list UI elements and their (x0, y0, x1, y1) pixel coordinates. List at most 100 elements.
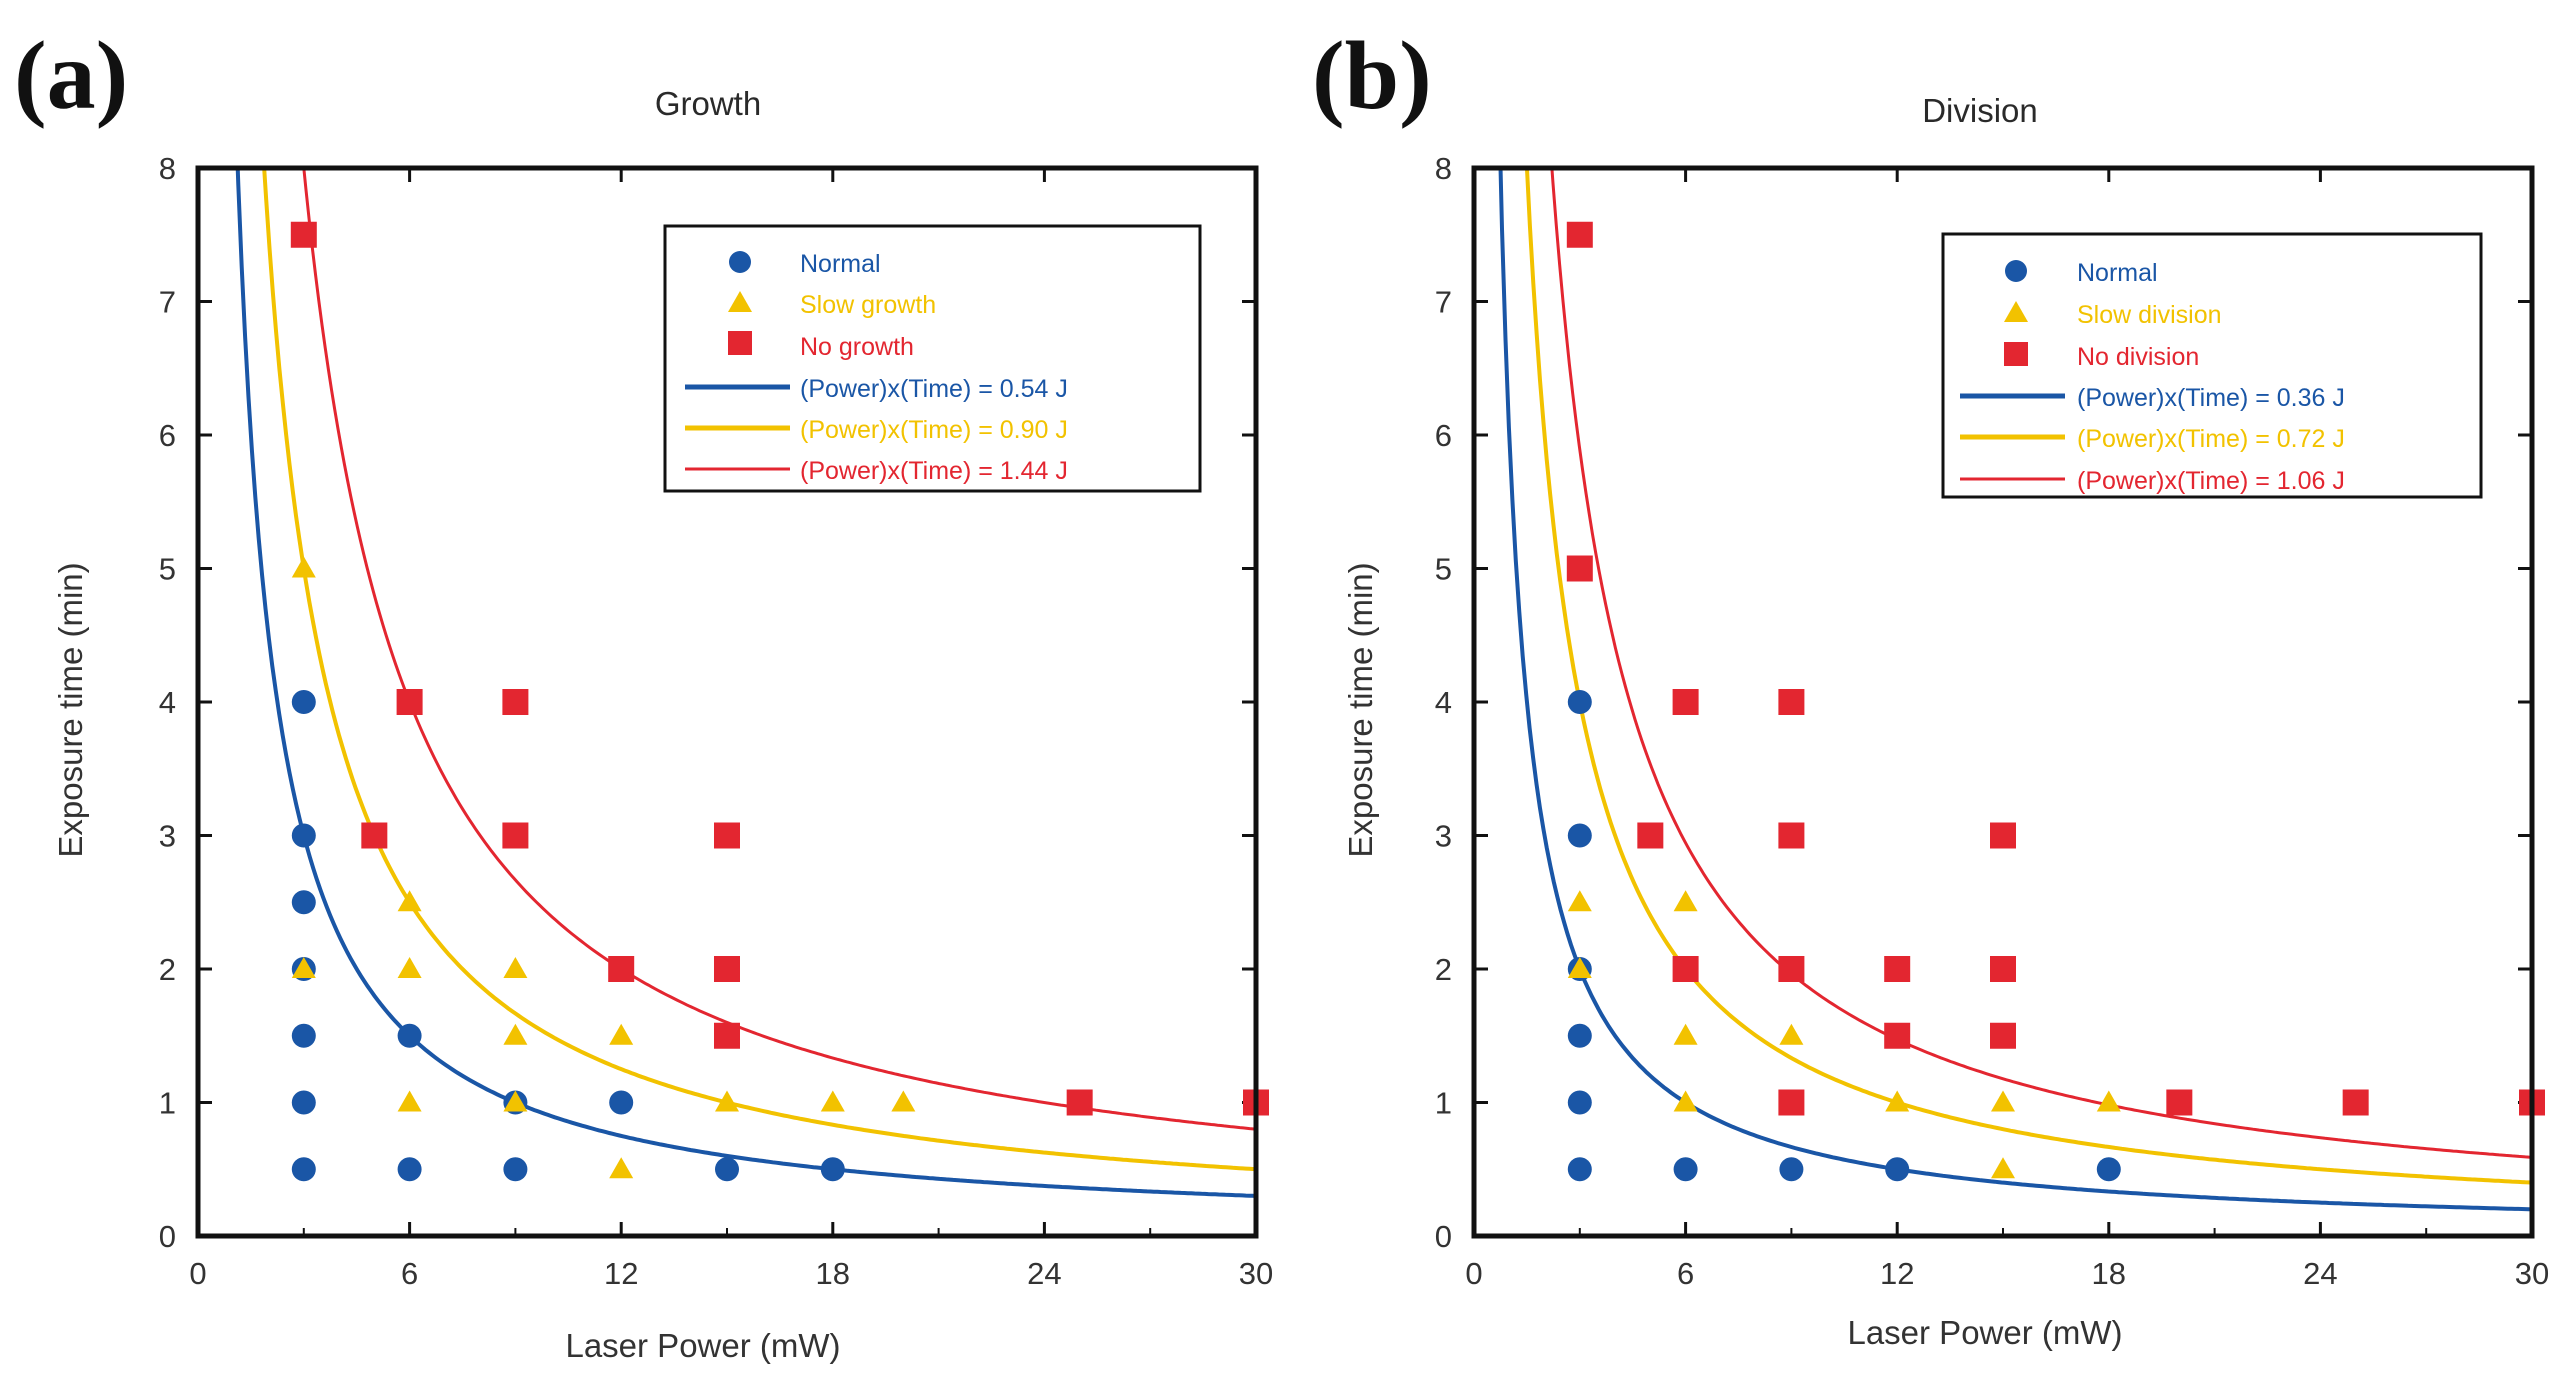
point-normal (291, 690, 316, 714)
point-slow (2096, 1090, 2121, 1112)
point-slow (397, 957, 422, 978)
point-no (608, 956, 635, 982)
point-slow (1991, 1090, 2015, 1112)
point-slow (1673, 1090, 1698, 1112)
point-normal (1567, 1157, 1592, 1182)
y-tick-label: 6 (1435, 418, 1452, 453)
data-points (1566, 221, 2545, 1182)
legend-slow-marker (2004, 301, 2028, 322)
legend-slow-marker (728, 291, 752, 312)
point-slow (715, 1090, 739, 1112)
y-tick-label: 7 (1435, 285, 1452, 320)
point-normal (1567, 1090, 1592, 1115)
point-normal (1567, 1023, 1592, 1048)
legend-normal-marker (729, 251, 751, 273)
point-slow (1567, 890, 1592, 912)
legend-box (1941, 232, 2483, 499)
y-tick-label: 7 (159, 285, 176, 320)
x-tick-label: 0 (189, 1256, 206, 1291)
legend-curve-1-label: (Power)x(Time) = 0.54 J (800, 375, 1068, 403)
x-tick-label: 18 (816, 1256, 850, 1291)
panel-b-division: (b) Division Laser Power (mW) Exposure t… (1312, 22, 2549, 1351)
x-tick-label: 18 (2092, 1256, 2126, 1291)
y-tick-label: 5 (1435, 552, 1452, 587)
x-tick-label: 6 (1677, 1256, 1694, 1291)
data-points (290, 221, 1269, 1182)
legend: Normal Slow growth No growth (Power)x(Ti… (663, 224, 1202, 493)
point-no (1778, 1089, 1805, 1116)
point-normal (1885, 1157, 1910, 1182)
y-tick-label: 0 (159, 1219, 176, 1254)
curve-3 (302, 168, 1256, 1131)
legend-curve-1-label: (Power)x(Time) = 0.36 J (2077, 384, 2345, 412)
panel-label-b: (b) (1312, 22, 1432, 130)
point-slow (291, 556, 316, 578)
point-normal (291, 823, 316, 848)
point-normal (1567, 823, 1592, 848)
y-tick-label: 4 (1435, 685, 1452, 720)
curve-2 (262, 168, 1256, 1172)
point-normal (291, 1090, 316, 1115)
point-normal (1567, 690, 1592, 714)
point-no (1066, 1089, 1093, 1116)
point-slow (820, 1090, 845, 1112)
point-no (1884, 956, 1911, 982)
plot-frame (1471, 165, 2535, 1239)
point-normal (1779, 1157, 1804, 1182)
point-no (502, 822, 529, 849)
legend-no-label: No growth (800, 333, 914, 361)
y-axis-label: Exposure time (min) (1342, 562, 1379, 857)
x-axis-label: Laser Power (mW) (565, 1327, 840, 1364)
y-tick-label: 5 (159, 552, 176, 587)
point-normal (820, 1157, 845, 1182)
legend-slow-label: Slow growth (800, 291, 936, 319)
point-slow (1779, 1023, 1804, 1045)
panel-a-growth: (a) Growth Laser Power (mW) Exposure tim… (14, 22, 1273, 1364)
legend-curve-2-label: (Power)x(Time) = 0.90 J (800, 416, 1068, 444)
point-normal (1673, 1157, 1698, 1182)
point-normal (503, 1157, 528, 1182)
point-no (1990, 956, 2016, 982)
y-tick-label: 2 (159, 952, 176, 987)
point-slow (291, 957, 316, 978)
y-tick-label: 6 (159, 418, 176, 453)
point-no (1990, 1022, 2016, 1049)
point-no (714, 956, 740, 982)
point-slow (609, 1157, 634, 1179)
point-slow (1673, 890, 1698, 912)
point-slow (609, 1023, 634, 1045)
legend-curve-3-label: (Power)x(Time) = 1.06 J (2077, 467, 2345, 495)
point-slow (503, 957, 528, 978)
point-no (502, 689, 529, 715)
curve-1 (1498, 168, 2532, 1212)
point-slow (1567, 957, 1592, 978)
point-no (1566, 555, 1593, 582)
point-normal (609, 1090, 634, 1115)
point-no (361, 822, 388, 849)
legend-normal-marker (2005, 260, 2027, 282)
y-tick-label: 3 (1435, 819, 1452, 854)
point-no (1990, 822, 2016, 849)
chart-title: Division (1922, 92, 2038, 129)
point-no (1637, 822, 1664, 849)
legend-box (663, 224, 1202, 493)
point-slow (397, 890, 422, 912)
y-tick-label: 0 (1435, 1219, 1452, 1254)
legend-no-label: No division (2077, 343, 2199, 371)
panel-label-a: (a) (14, 22, 128, 130)
legend-no-marker (728, 331, 752, 355)
point-no (1884, 1022, 1911, 1049)
point-no (1778, 822, 1805, 849)
legend-slow-label: Slow division (2077, 301, 2222, 329)
x-tick-label: 0 (1465, 1256, 1482, 1291)
point-normal (2096, 1157, 2121, 1182)
x-axis-label: Laser Power (mW) (1847, 1314, 2122, 1351)
point-normal (291, 1023, 316, 1048)
point-normal (397, 1023, 422, 1048)
y-tick-label: 3 (159, 819, 176, 854)
plot-frame (195, 165, 1259, 1239)
y-tick-label: 2 (1435, 952, 1452, 987)
